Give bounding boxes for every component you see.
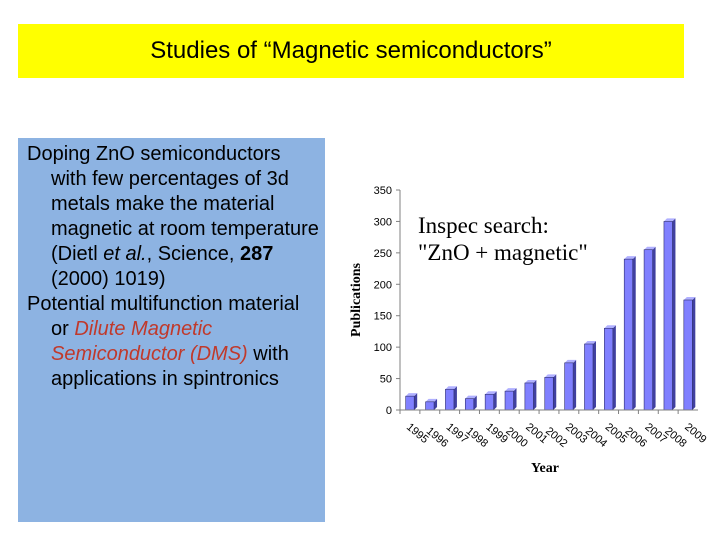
bar-side — [414, 393, 418, 410]
y-axis-ticks: 0 50 100 150 200 250 300 350 — [374, 185, 400, 417]
bar-top — [683, 297, 696, 300]
bar-side — [553, 374, 557, 410]
bar-side — [533, 379, 537, 410]
bar-side — [692, 297, 696, 410]
bar-top — [663, 218, 676, 222]
bar-side — [612, 325, 616, 410]
bar-1997 — [445, 388, 455, 411]
y-axis-label: Publications — [349, 262, 364, 336]
bar-2000 — [504, 390, 514, 411]
bar-top — [465, 395, 477, 399]
bar-2005 — [604, 327, 614, 411]
para1-rest: semiconductors with few percentages of 3… — [51, 143, 319, 265]
y-tick-label: 200 — [374, 279, 392, 291]
bars — [405, 218, 696, 411]
y-tick-label: 300 — [374, 216, 392, 228]
bar-top — [644, 246, 656, 250]
annotation-line2: "ZnO + magnetic" — [418, 240, 588, 265]
y-tick-label: 0 — [386, 405, 392, 417]
bar-top — [505, 388, 517, 392]
slide-title: Studies of “Magnetic semiconductors” — [150, 37, 552, 64]
bar-1999 — [484, 393, 494, 411]
y-tick-label: 100 — [374, 342, 392, 354]
bar-2001 — [524, 382, 534, 411]
y-tick-label: 150 — [374, 311, 392, 323]
para1-volume: 287 — [239, 243, 274, 265]
bar-side — [473, 395, 477, 410]
bar-top — [485, 391, 497, 395]
bar-top — [564, 359, 577, 363]
para1-o: O — [119, 143, 135, 165]
bar-top — [445, 386, 457, 390]
para1-etal: et al. — [103, 243, 147, 265]
bar-side — [592, 341, 596, 410]
para2-lead: Potential multifunction material or — [27, 293, 300, 340]
bar-side — [434, 398, 438, 410]
bar-side — [493, 391, 497, 410]
bar-2009 — [683, 299, 693, 411]
para1-lead: Doping Zn — [27, 143, 120, 165]
bar-top — [624, 256, 636, 260]
bar-2006 — [623, 258, 634, 411]
bar-top — [604, 325, 616, 329]
text-panel: Doping ZnO semiconductors with few perce… — [18, 138, 325, 522]
paragraph-doping: Doping ZnO semiconductors with few perce… — [27, 142, 319, 292]
publications-chart: 0 50 100 150 200 250 300 350 199519961997199819… — [349, 185, 709, 476]
bar-side — [453, 386, 457, 410]
bar-top — [405, 393, 418, 397]
bar-1996 — [425, 401, 435, 411]
bar-2004 — [584, 343, 594, 411]
para2-tail: with applications in spintronics — [51, 343, 289, 390]
bar-side — [573, 359, 577, 410]
para1-tail: (2000) 1019) — [51, 268, 166, 290]
title-banner: Studies of “Magnetic semiconductors” — [18, 24, 684, 78]
x-axis-ticks: 1995199619971998199920002001200220032004… — [399, 410, 709, 450]
bar-1995 — [405, 395, 415, 411]
bar-1998 — [464, 398, 475, 411]
para1-journal: , Science, — [146, 243, 240, 265]
bar-2007 — [643, 249, 653, 411]
bar-side — [632, 256, 636, 410]
bar-2008 — [663, 221, 673, 411]
y-tick-label: 50 — [380, 374, 392, 386]
bar-side — [652, 246, 656, 410]
y-tick-label: 350 — [374, 185, 392, 197]
bar-2003 — [564, 362, 574, 411]
bar-top — [524, 379, 537, 383]
bar-top — [544, 374, 557, 378]
annotation-line1: Inspec search: — [418, 213, 549, 238]
paragraph-multifunction: Potential multifunction material or Dilu… — [27, 292, 319, 392]
bar-top — [425, 398, 438, 402]
x-axis-label: Year — [531, 461, 559, 476]
bar-top — [584, 341, 596, 344]
bar-side — [513, 388, 517, 410]
bar-2002 — [544, 377, 554, 411]
para2-dms: Dilute Magnetic Semiconductor (DMS) — [51, 318, 248, 365]
bar-side — [672, 218, 676, 410]
y-tick-label: 250 — [374, 248, 392, 260]
